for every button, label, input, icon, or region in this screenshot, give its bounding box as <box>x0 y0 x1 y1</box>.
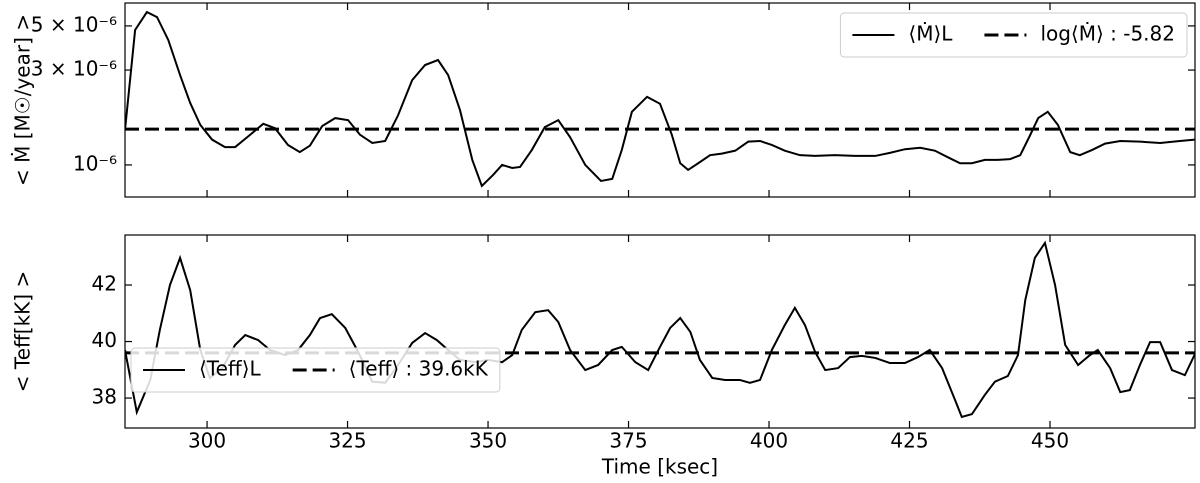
x-tick-label: 325 <box>328 429 366 453</box>
y-tick-label: 10⁻⁶ <box>73 151 117 175</box>
x-tick-label: 450 <box>1031 429 1069 453</box>
data-line <box>125 10 1195 188</box>
legend: ⟨Ṁ⟩L log⟨Ṁ⟩ : -5.82 <box>839 12 1188 58</box>
data-line <box>125 240 1195 419</box>
x-tick-label: 375 <box>609 429 647 453</box>
legend-label: log⟨Ṁ⟩ : -5.82 <box>1040 22 1175 46</box>
plot-frame <box>124 2 1196 198</box>
y-tick-label: 38 <box>92 385 117 409</box>
plot-frame <box>124 234 1196 429</box>
legend-label: ⟨Teff⟩L <box>199 357 262 381</box>
x-tick-label: 425 <box>890 429 928 453</box>
x-tick-label: 350 <box>469 429 507 453</box>
y-tick-label: 42 <box>92 272 117 296</box>
y-tick-label: 5 × 10⁻⁶ <box>31 12 117 36</box>
legend: ⟨Teff⟩L ⟨Teff⟩ : 39.6kK <box>130 347 501 393</box>
y-tick-label: 3 × 10⁻⁶ <box>31 57 117 81</box>
y-axis-label: < Ṁ [M☉/year] > <box>11 14 35 186</box>
x-axis-label: Time [ksec] <box>601 455 718 479</box>
y-tick-label: 40 <box>92 328 117 352</box>
legend-label: ⟨Teff⟩ : 39.6kK <box>349 357 489 381</box>
legend-label: ⟨Ṁ⟩L <box>908 22 953 46</box>
y-axis-label: < Teff[kK] > <box>11 271 35 392</box>
x-tick-label: 400 <box>750 429 788 453</box>
x-tick-label: 300 <box>188 429 226 453</box>
